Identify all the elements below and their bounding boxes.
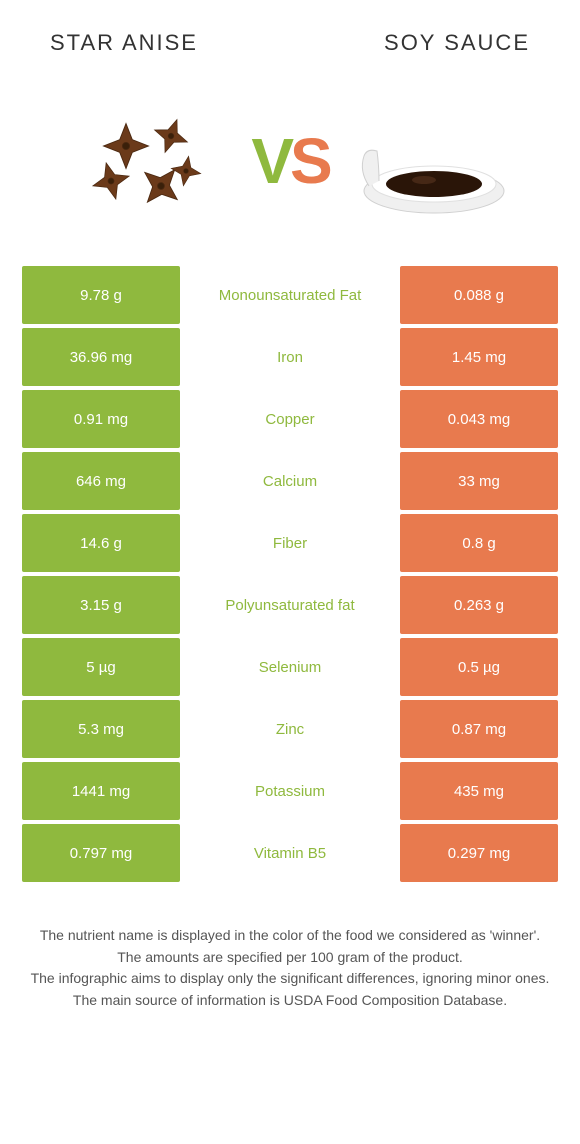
table-row: 0.797 mgVitamin B50.297 mg bbox=[22, 824, 558, 882]
nutrient-label: Potassium bbox=[180, 762, 400, 820]
footer-line: The main source of information is USDA F… bbox=[20, 991, 560, 1011]
left-value: 5 µg bbox=[22, 638, 180, 696]
nutrient-label: Selenium bbox=[180, 638, 400, 696]
right-food-image bbox=[349, 76, 519, 246]
table-row: 14.6 gFiber0.8 g bbox=[22, 514, 558, 572]
table-row: 1441 mgPotassium435 mg bbox=[22, 762, 558, 820]
right-value: 0.088 g bbox=[400, 266, 558, 324]
nutrient-label: Vitamin B5 bbox=[180, 824, 400, 882]
table-row: 9.78 gMonounsaturated Fat0.088 g bbox=[22, 266, 558, 324]
right-value: 435 mg bbox=[400, 762, 558, 820]
header: STAR ANISE SOY SAUCE bbox=[0, 0, 580, 66]
table-row: 0.91 mgCopper0.043 mg bbox=[22, 390, 558, 448]
table-row: 5.3 mgZinc0.87 mg bbox=[22, 700, 558, 758]
right-food-title: SOY SAUCE bbox=[384, 30, 530, 56]
footer-line: The infographic aims to display only the… bbox=[20, 969, 560, 989]
left-value: 646 mg bbox=[22, 452, 180, 510]
left-food-title: STAR ANISE bbox=[50, 30, 198, 56]
nutrient-label: Copper bbox=[180, 390, 400, 448]
nutrient-label: Fiber bbox=[180, 514, 400, 572]
left-value: 5.3 mg bbox=[22, 700, 180, 758]
nutrient-label: Calcium bbox=[180, 452, 400, 510]
right-value: 0.297 mg bbox=[400, 824, 558, 882]
left-value: 9.78 g bbox=[22, 266, 180, 324]
table-row: 3.15 gPolyunsaturated fat0.263 g bbox=[22, 576, 558, 634]
right-value: 0.8 g bbox=[400, 514, 558, 572]
left-value: 36.96 mg bbox=[22, 328, 180, 386]
vs-v: V bbox=[251, 125, 290, 197]
right-value: 0.043 mg bbox=[400, 390, 558, 448]
footer-line: The nutrient name is displayed in the co… bbox=[20, 926, 560, 946]
nutrient-label: Zinc bbox=[180, 700, 400, 758]
table-row: 646 mgCalcium33 mg bbox=[22, 452, 558, 510]
nutrient-label: Iron bbox=[180, 328, 400, 386]
comparison-table: 9.78 gMonounsaturated Fat0.088 g36.96 mg… bbox=[0, 266, 580, 882]
left-value: 14.6 g bbox=[22, 514, 180, 572]
vs-s: S bbox=[290, 125, 329, 197]
nutrient-label: Polyunsaturated fat bbox=[180, 576, 400, 634]
right-value: 33 mg bbox=[400, 452, 558, 510]
table-row: 5 µgSelenium0.5 µg bbox=[22, 638, 558, 696]
images-row: VS bbox=[0, 66, 580, 266]
left-value: 0.91 mg bbox=[22, 390, 180, 448]
footer-line: The amounts are specified per 100 gram o… bbox=[20, 948, 560, 968]
footer-notes: The nutrient name is displayed in the co… bbox=[0, 886, 580, 1032]
left-value: 0.797 mg bbox=[22, 824, 180, 882]
nutrient-label: Monounsaturated Fat bbox=[180, 266, 400, 324]
right-value: 0.5 µg bbox=[400, 638, 558, 696]
left-value: 1441 mg bbox=[22, 762, 180, 820]
table-row: 36.96 mgIron1.45 mg bbox=[22, 328, 558, 386]
right-value: 0.263 g bbox=[400, 576, 558, 634]
right-value: 0.87 mg bbox=[400, 700, 558, 758]
right-value: 1.45 mg bbox=[400, 328, 558, 386]
left-value: 3.15 g bbox=[22, 576, 180, 634]
left-food-image bbox=[61, 76, 231, 246]
vs-label: VS bbox=[251, 124, 328, 198]
